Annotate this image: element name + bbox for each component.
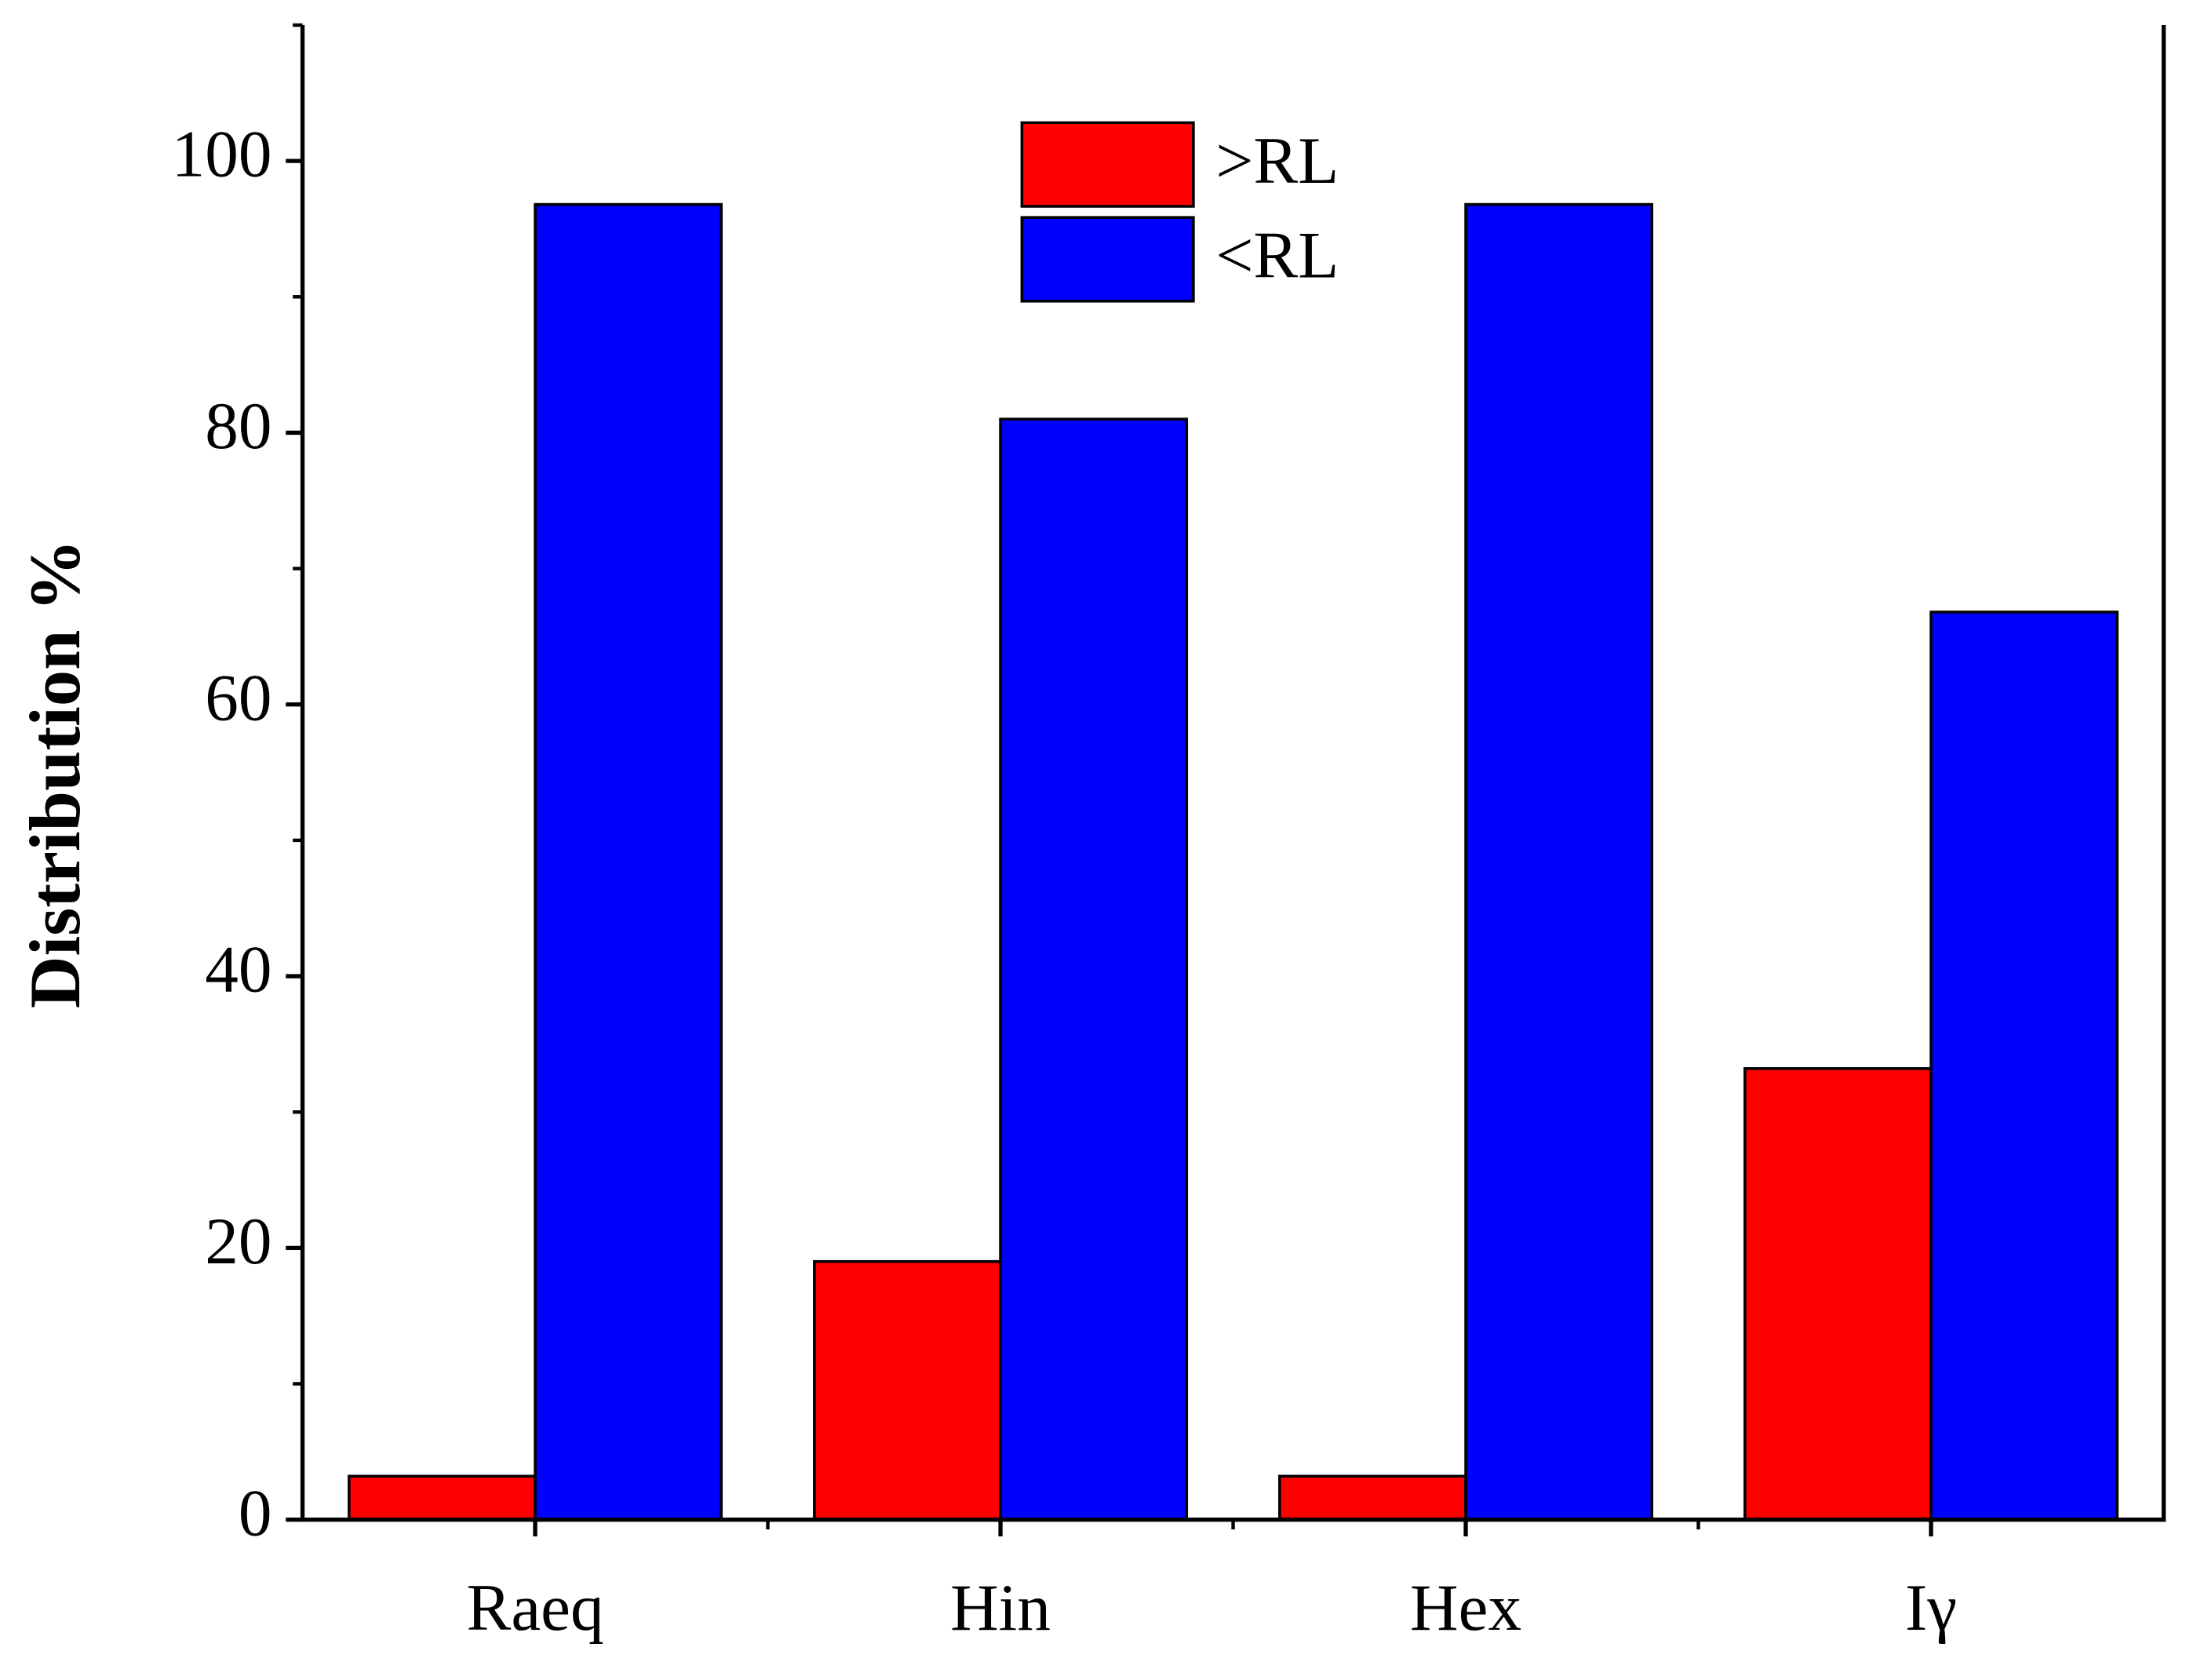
y-tick-label: 20 [205,1204,271,1278]
legend-label: >RL [1215,124,1339,198]
legend-swatch [1020,216,1195,303]
bar [1464,202,1654,1521]
bar [1929,610,2119,1521]
legend-swatch [1020,121,1195,208]
x-tick-label: Raeq [466,1571,603,1645]
x-tick-label: Iγ [1905,1571,1957,1645]
bar [348,1474,537,1521]
bar [534,202,723,1521]
bar [1278,1474,1467,1521]
bar [1743,1067,1933,1521]
y-tick-label: 0 [239,1476,272,1550]
bar [999,417,1189,1521]
y-tick-label: 60 [205,661,271,734]
y-axis-label: Distribution % [15,539,95,1008]
legend-label: <RL [1215,219,1339,293]
bar [813,1259,1002,1521]
y-tick-label: 80 [205,389,271,463]
y-tick-label: 100 [172,118,272,191]
y-tick-label: 40 [205,933,271,1007]
x-tick-label: Hin [950,1571,1051,1645]
x-tick-label: Hex [1410,1571,1521,1645]
